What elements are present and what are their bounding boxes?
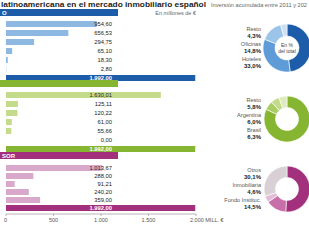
section-header: O [2,10,7,16]
data-label: 0,00 [101,137,112,143]
section-band [0,152,118,159]
section-band [0,9,118,16]
donut-value: 30,1% [244,174,262,180]
bars [6,21,195,81]
donut-category: Brasil [247,127,261,133]
bar [6,146,195,152]
section-header: SOR [2,153,16,159]
x-tick-label: 500 [49,217,58,223]
bar [6,128,11,134]
bar [6,165,102,171]
x-tick [6,214,7,216]
donut-category: Inmobiliaria [232,182,261,188]
donut-category: Oficinas [241,41,261,47]
center-line: del total [278,48,296,54]
bar [6,39,34,45]
donut-slice [281,24,287,36]
donut-category: Resto [246,26,261,32]
donut-category: Argentina [237,112,262,118]
data-label: 656,53 [94,30,112,36]
x-tick [148,214,149,216]
x-tick-label: 1.000 [94,217,108,223]
data-label: 55,66 [97,128,112,134]
donut-value: 4,6% [247,189,261,195]
donut-slice [264,96,309,142]
donut-category: Hoteles [242,56,261,62]
bars [6,92,195,152]
bar [6,197,40,203]
data-label: 91,21 [97,181,112,187]
subtitle: Inversión acumulada entre 2011 y 202 [211,2,307,8]
data-label: 954,60 [94,21,112,27]
data-label: 1.013,67 [89,165,112,171]
donut-slice [286,166,309,212]
donut-value: 14,5% [244,204,262,210]
data-label: 1.630,01 [89,92,112,98]
donut-slice [279,96,287,108]
data-label: 294,75 [94,39,112,45]
donut-value: 14,8% [244,48,262,54]
bar [6,92,161,98]
bar [6,66,7,72]
bar [6,173,33,179]
bar [6,57,8,63]
bar [6,30,68,36]
unit-label: En millones de € [155,10,196,16]
data-label: 125,11 [95,101,112,107]
data-label: 240,20 [94,189,112,195]
donut-slice [264,166,287,196]
donut-center-label: En %del total [278,42,296,54]
bar [6,101,18,107]
data-label: 2,80 [101,66,112,72]
bar [6,189,29,195]
data-label: 65,10 [97,48,112,54]
donut-value: 6,3% [247,134,261,140]
data-label: 18,30 [97,57,112,63]
data-label: 61,00 [97,119,112,125]
data-label: 1.992,00 [89,205,112,211]
donut-slice [265,25,284,44]
donut-category: Otros [247,167,261,173]
bar [6,119,12,125]
bars [6,165,195,211]
donut-value: 5,8% [247,104,261,110]
bar [6,48,12,54]
donut-value: 6,0% [247,119,261,125]
bar [6,137,7,143]
infographic: latinoamericana en el mercado inmobiliar… [0,0,309,232]
x-tick [196,214,197,216]
bar [6,181,15,187]
section-band [0,80,118,87]
x-tick-label: 2.000 MILL. € [190,217,224,223]
x-tick-label: 0 [4,217,7,223]
title: latinoamericana en el mercado inmobiliar… [1,0,206,9]
donut-category: Fondo Instituc. [224,197,261,203]
data-label: 1.992,00 [89,146,112,152]
x-tick-label: 1.500 [142,217,156,223]
data-label: 120,22 [94,110,112,116]
data-label: 359,00 [94,197,112,203]
bar [6,205,195,211]
donut-value: 33,0% [244,63,262,69]
x-tick [53,214,54,216]
bar [6,110,17,116]
bar [6,21,97,27]
x-tick [101,214,102,216]
data-label: 288,00 [94,173,112,179]
donut-category: Resto [246,97,261,103]
donut-value: 4,3% [247,33,261,39]
